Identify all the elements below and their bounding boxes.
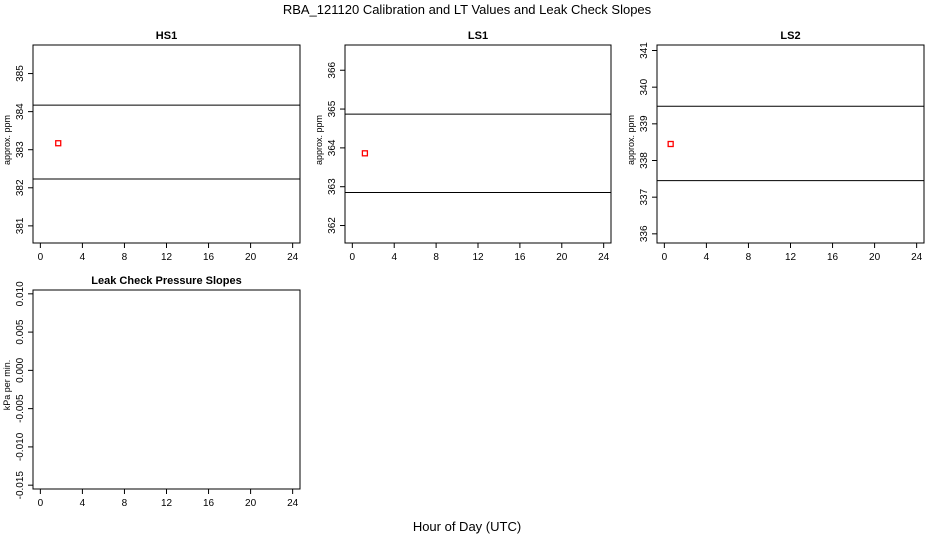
panel-title: LS1 bbox=[468, 30, 488, 42]
x-tick-label: 16 bbox=[514, 252, 526, 263]
y-tick-label: 382 bbox=[15, 179, 26, 196]
y-tick-label: 338 bbox=[639, 152, 650, 169]
y-tick-label: 0.010 bbox=[15, 281, 26, 306]
x-tick-label: 20 bbox=[245, 498, 257, 509]
x-tick-label: 8 bbox=[122, 252, 128, 263]
figure-x-axis-label: Hour of Day (UTC) bbox=[413, 519, 521, 534]
x-tick-label: 0 bbox=[350, 252, 356, 263]
y-axis-label: kPa per min. bbox=[2, 360, 12, 411]
data-point bbox=[361, 150, 369, 157]
y-tick-label: 0.000 bbox=[15, 357, 26, 382]
y-axis-label: approx. ppm bbox=[626, 115, 636, 165]
x-tick-label: 20 bbox=[869, 252, 881, 263]
x-tick-label: 0 bbox=[662, 252, 668, 263]
data-point bbox=[667, 140, 674, 148]
x-tick-label: 0 bbox=[38, 252, 44, 263]
y-tick-label: -0.010 bbox=[15, 432, 26, 461]
x-tick-label: 24 bbox=[287, 498, 299, 509]
x-tick-label: 12 bbox=[785, 252, 797, 263]
figure-title: RBA_121120 Calibration and LT Values and… bbox=[283, 2, 652, 17]
y-tick-label: 366 bbox=[327, 61, 338, 78]
y-tick-label: 364 bbox=[327, 139, 338, 156]
panel-title: LS2 bbox=[780, 30, 800, 42]
x-tick-label: 16 bbox=[203, 252, 215, 263]
x-tick-label: 24 bbox=[598, 252, 610, 263]
plot-frame bbox=[344, 44, 612, 244]
y-tick-label: 340 bbox=[639, 78, 650, 95]
x-tick-label: 4 bbox=[80, 252, 86, 263]
y-tick-label: -0.005 bbox=[15, 394, 26, 423]
y-axis-label: approx. ppm bbox=[314, 115, 324, 165]
plot-frame bbox=[32, 44, 301, 244]
y-tick-label: 385 bbox=[15, 65, 26, 82]
x-tick-label: 12 bbox=[161, 252, 173, 263]
panel-2: LS1 0 4 8 12 16 20 24 362 363 364 365 366 approx. ppm bbox=[314, 30, 612, 263]
x-tick-label: 8 bbox=[433, 252, 439, 263]
plot-frame bbox=[32, 289, 301, 490]
panel-title: Leak Check Pressure Slopes bbox=[91, 275, 241, 287]
y-tick-label: 336 bbox=[639, 225, 650, 242]
panel-4: Leak Check Pressure Slopes 0 4 8 12 16 20 24 -0.… bbox=[2, 275, 301, 509]
x-tick-label: 12 bbox=[472, 252, 484, 263]
x-tick-label: 0 bbox=[38, 498, 44, 509]
x-tick-label: 16 bbox=[827, 252, 839, 263]
x-tick-label: 8 bbox=[746, 252, 752, 263]
y-tick-label: 381 bbox=[15, 217, 26, 234]
y-tick-label: 384 bbox=[15, 103, 26, 120]
x-tick-label: 4 bbox=[80, 498, 86, 509]
panel-3: LS2 0 4 8 12 16 20 24 336 337 338 339 340 341 approx. … bbox=[626, 30, 925, 263]
y-axis-label: approx. ppm bbox=[2, 115, 12, 165]
y-tick-label: 363 bbox=[327, 178, 338, 195]
x-tick-label: 20 bbox=[245, 252, 257, 263]
y-tick-label: -0.015 bbox=[15, 471, 26, 500]
panel-title: HS1 bbox=[156, 30, 177, 42]
plot-frame bbox=[656, 44, 925, 244]
x-tick-label: 12 bbox=[161, 498, 173, 509]
x-tick-label: 4 bbox=[704, 252, 710, 263]
x-tick-label: 8 bbox=[122, 498, 128, 509]
y-tick-label: 365 bbox=[327, 100, 338, 117]
x-tick-label: 24 bbox=[911, 252, 923, 263]
panel-1: HS1 0 4 8 12 16 20 24 381 382 383 384 385 approx. ppm bbox=[2, 30, 301, 263]
panels: HS1 0 4 8 12 16 20 24 381 382 383 384 385 approx. ppm… bbox=[2, 30, 925, 509]
x-tick-label: 4 bbox=[391, 252, 397, 263]
x-tick-label: 20 bbox=[556, 252, 568, 263]
y-tick-label: 339 bbox=[639, 115, 650, 132]
y-tick-label: 383 bbox=[15, 141, 26, 158]
x-tick-label: 16 bbox=[203, 498, 215, 509]
y-tick-label: 0.005 bbox=[15, 319, 26, 344]
y-tick-label: 337 bbox=[639, 188, 650, 205]
y-tick-label: 341 bbox=[639, 42, 650, 59]
y-tick-label: 362 bbox=[327, 217, 338, 234]
data-point bbox=[55, 140, 62, 147]
x-tick-label: 24 bbox=[287, 252, 299, 263]
